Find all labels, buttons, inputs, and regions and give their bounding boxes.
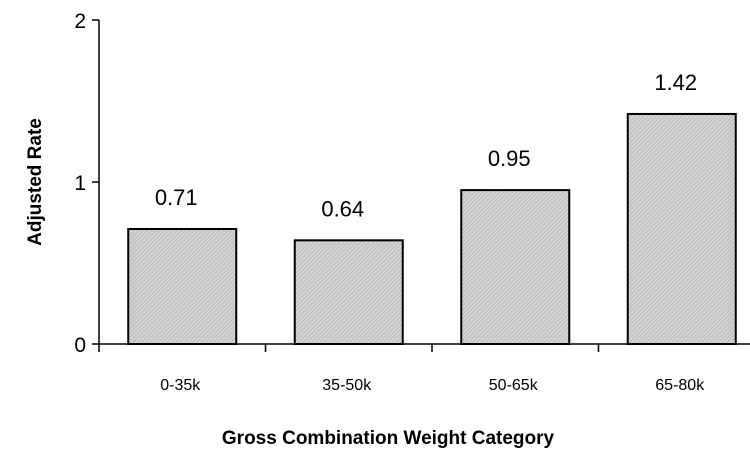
bar-50-65k <box>460 189 571 345</box>
category-labels: 0-35k 35-50k 50-65k 65-80k <box>160 377 705 394</box>
x-tick-label: 35-50k <box>322 377 372 394</box>
bar-value-label: 0.71 <box>155 185 198 210</box>
bar-value-label: 0.95 <box>488 146 531 171</box>
bar-65-80k <box>626 112 737 345</box>
bars <box>127 112 737 346</box>
data-labels: 0.71 0.64 0.95 1.42 <box>155 70 697 221</box>
x-tick-label: 50-65k <box>489 377 539 394</box>
bar-value-label: 0.64 <box>321 196 364 221</box>
y-tick-label: 2 <box>74 10 86 33</box>
bar-value-label: 1.42 <box>654 70 697 95</box>
y-ticks: 0 1 2 <box>74 10 99 357</box>
x-tick-label: 65-80k <box>655 377 705 394</box>
bar-0-35k <box>127 227 238 345</box>
y-tick-label: 1 <box>74 172 86 195</box>
bar-35-50k <box>293 239 404 346</box>
y-tick-label: 0 <box>74 334 86 357</box>
x-ticks <box>98 344 600 352</box>
y-axis-title: Adjusted Rate <box>25 118 46 246</box>
x-axis-title: Gross Combination Weight Category <box>222 428 555 449</box>
x-tick-label: 0-35k <box>160 377 201 394</box>
